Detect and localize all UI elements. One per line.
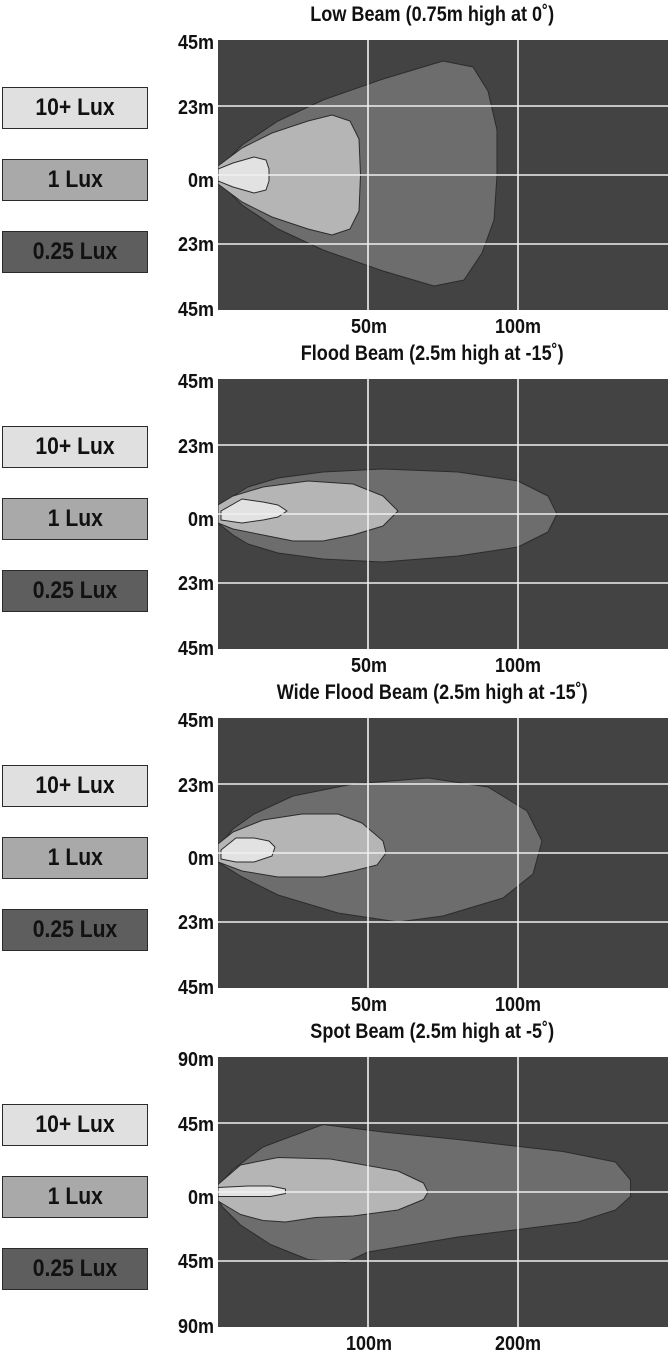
y-tick-label: 23m bbox=[177, 436, 214, 458]
y-tick-label: 90m bbox=[177, 1049, 214, 1071]
legend-10-lux: 10+ Lux bbox=[2, 765, 148, 807]
legend-1-lux: 1 Lux bbox=[2, 1176, 148, 1218]
x-tick-label: 100m bbox=[345, 1333, 393, 1355]
y-tick-label: 45m bbox=[177, 977, 214, 999]
x-tick-label: 50m bbox=[350, 316, 388, 338]
beam-plot bbox=[218, 379, 668, 649]
y-tick-label: 45m bbox=[177, 32, 214, 54]
legend-label: 1 Lux bbox=[47, 505, 103, 532]
lux-zone-1 bbox=[218, 1157, 429, 1223]
legend-label: 1 Lux bbox=[47, 844, 103, 871]
legend-025-lux: 0.25 Lux bbox=[2, 909, 148, 951]
beam-plot bbox=[218, 1057, 668, 1327]
y-tick-label: 45m bbox=[177, 710, 214, 732]
y-tick-label: 23m bbox=[177, 573, 214, 595]
beam-panel: Low Beam (0.75m high at 0˚) 10+ Lux 1 Lu… bbox=[0, 0, 668, 340]
legend-label: 10+ Lux bbox=[35, 1111, 115, 1138]
y-tick-label: 0m bbox=[187, 170, 214, 192]
legend-label: 0.25 Lux bbox=[32, 577, 118, 604]
x-tick-label: 100m bbox=[494, 994, 542, 1016]
beam-panel: Flood Beam (2.5m high at -15˚) 10+ Lux 1… bbox=[0, 339, 668, 679]
legend-1-lux: 1 Lux bbox=[2, 837, 148, 879]
y-tick-label: 45m bbox=[177, 371, 214, 393]
y-tick-label: 23m bbox=[177, 234, 214, 256]
lux-zone-10 bbox=[220, 837, 276, 863]
chart-title: Spot Beam (2.5m high at -5˚) bbox=[310, 1020, 555, 1043]
y-tick-label: 0m bbox=[187, 509, 214, 531]
legend-1-lux: 1 Lux bbox=[2, 498, 148, 540]
legend-1-lux: 1 Lux bbox=[2, 159, 148, 201]
y-tick-label: 45m bbox=[177, 638, 214, 660]
y-tick-label: 23m bbox=[177, 97, 214, 119]
y-tick-label: 23m bbox=[177, 775, 214, 797]
legend-label: 0.25 Lux bbox=[32, 1255, 118, 1282]
beam-plot bbox=[218, 718, 668, 988]
chart-title: Flood Beam (2.5m high at -15˚) bbox=[300, 342, 564, 365]
chart-title: Low Beam (0.75m high at 0˚) bbox=[310, 3, 555, 26]
x-tick-label: 50m bbox=[350, 655, 388, 677]
legend-label: 0.25 Lux bbox=[32, 916, 118, 943]
beam-panel: Wide Flood Beam (2.5m high at -15˚) 10+ … bbox=[0, 678, 668, 1018]
legend-label: 1 Lux bbox=[47, 1183, 103, 1210]
y-tick-label: 45m bbox=[177, 1251, 214, 1273]
y-tick-label: 23m bbox=[177, 912, 214, 934]
y-tick-label: 45m bbox=[177, 1114, 214, 1136]
x-tick-label: 50m bbox=[350, 994, 388, 1016]
beam-panel: Spot Beam (2.5m high at -5˚) 10+ Lux 1 L… bbox=[0, 1017, 668, 1357]
y-tick-label: 90m bbox=[177, 1316, 214, 1338]
x-tick-label: 100m bbox=[494, 316, 542, 338]
legend-025-lux: 0.25 Lux bbox=[2, 570, 148, 612]
legend-10-lux: 10+ Lux bbox=[2, 1104, 148, 1146]
x-tick-label: 200m bbox=[494, 1333, 542, 1355]
legend-label: 10+ Lux bbox=[35, 433, 115, 460]
legend-label: 10+ Lux bbox=[35, 94, 115, 121]
legend-label: 0.25 Lux bbox=[32, 238, 118, 265]
legend-label: 10+ Lux bbox=[35, 772, 115, 799]
y-tick-label: 0m bbox=[187, 848, 214, 870]
x-tick-label: 100m bbox=[494, 655, 542, 677]
beam-plot bbox=[218, 40, 668, 310]
y-tick-label: 0m bbox=[187, 1187, 214, 1209]
legend-label: 1 Lux bbox=[47, 166, 103, 193]
y-tick-label: 45m bbox=[177, 299, 214, 321]
legend-025-lux: 0.25 Lux bbox=[2, 231, 148, 273]
chart-title: Wide Flood Beam (2.5m high at -15˚) bbox=[276, 681, 588, 704]
legend-10-lux: 10+ Lux bbox=[2, 426, 148, 468]
lux-zone-1 bbox=[218, 480, 399, 542]
legend-025-lux: 0.25 Lux bbox=[2, 1248, 148, 1290]
legend-10-lux: 10+ Lux bbox=[2, 87, 148, 129]
